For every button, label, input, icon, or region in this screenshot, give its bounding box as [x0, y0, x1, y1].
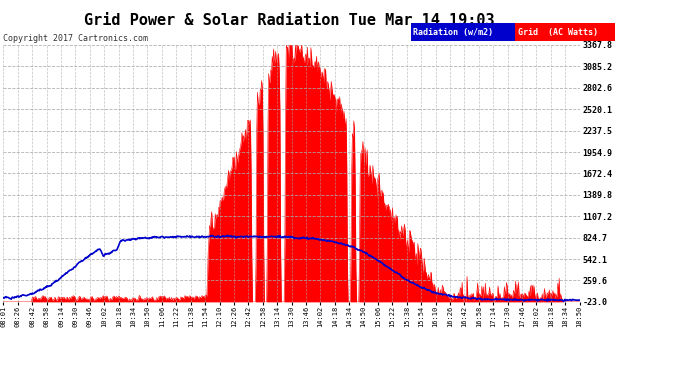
Text: Grid  (AC Watts): Grid (AC Watts) — [518, 28, 598, 37]
Text: Radiation (w/m2): Radiation (w/m2) — [413, 28, 493, 37]
Text: Copyright 2017 Cartronics.com: Copyright 2017 Cartronics.com — [3, 34, 148, 43]
Text: Grid Power & Solar Radiation Tue Mar 14 19:03: Grid Power & Solar Radiation Tue Mar 14 … — [84, 13, 495, 28]
